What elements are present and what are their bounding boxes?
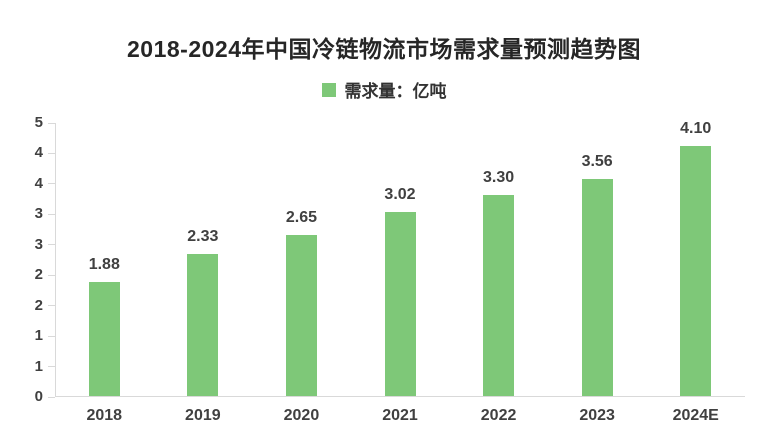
y-axis-tick (48, 335, 55, 337)
legend-swatch-icon (321, 82, 336, 97)
x-axis-label: 2024E (672, 407, 719, 424)
bar-value-label: 1.88 (88, 255, 120, 273)
chart-title: 2018-2024年中国冷链物流市场需求量预测趋势图 (127, 36, 641, 62)
y-axis-tick (48, 274, 55, 276)
legend-label: 需求量：亿吨 (344, 82, 447, 101)
x-axis-label: 2020 (283, 407, 320, 424)
x-axis-label: 2018 (86, 407, 123, 424)
y-axis-tick-label: 2 (34, 266, 43, 284)
bar-value-label: 3.30 (482, 169, 515, 187)
y-axis-tick-label: 0 (34, 388, 43, 405)
bar-value-label: 2.33 (187, 228, 219, 246)
y-axis-tick-label: 4 (34, 174, 43, 192)
x-axis-label: 2021 (382, 407, 418, 424)
bar (483, 195, 515, 396)
x-axis-label: 2023 (579, 407, 615, 424)
bar (680, 146, 712, 396)
bar-value-label: 4.10 (680, 120, 712, 138)
y-axis-tick (48, 152, 55, 154)
y-axis-tick-label: 1 (34, 327, 43, 345)
y-axis-tick (48, 183, 55, 185)
y-axis-tick-label: 3 (34, 235, 43, 253)
y-axis-tick-label: 4 (34, 144, 43, 162)
legend: 需求量：亿吨 (0, 77, 768, 102)
bar (384, 212, 416, 396)
x-axis-label: 2022 (480, 407, 517, 424)
x-axis-label: 2019 (185, 407, 221, 424)
y-axis-tick (48, 244, 55, 246)
bar (187, 254, 219, 396)
bar-value-label: 3.56 (581, 153, 613, 171)
y-axis-line (55, 123, 56, 397)
y-axis-tick (48, 122, 55, 124)
bar-value-label: 3.02 (384, 186, 416, 204)
x-axis-line (55, 396, 745, 397)
y-axis-tick-label: 3 (34, 205, 43, 223)
y-axis-tick-label: 1 (34, 357, 43, 375)
y-axis-tick (48, 396, 55, 398)
bar (88, 281, 120, 396)
bar-value-label: 2.65 (285, 208, 317, 226)
bar (285, 234, 317, 396)
y-axis-tick (48, 305, 55, 307)
y-axis-tick-label: 5 (34, 114, 43, 131)
bar (581, 179, 613, 396)
y-axis-tick (48, 366, 55, 368)
plot-area: 0 1 1 2 2 3 3 4 4 5 1.88 2018 2.33 2019 2.65 2020 3.02 20… (35, 114, 745, 424)
y-axis-tick (48, 213, 55, 215)
y-axis-tick-label: 2 (34, 296, 43, 314)
